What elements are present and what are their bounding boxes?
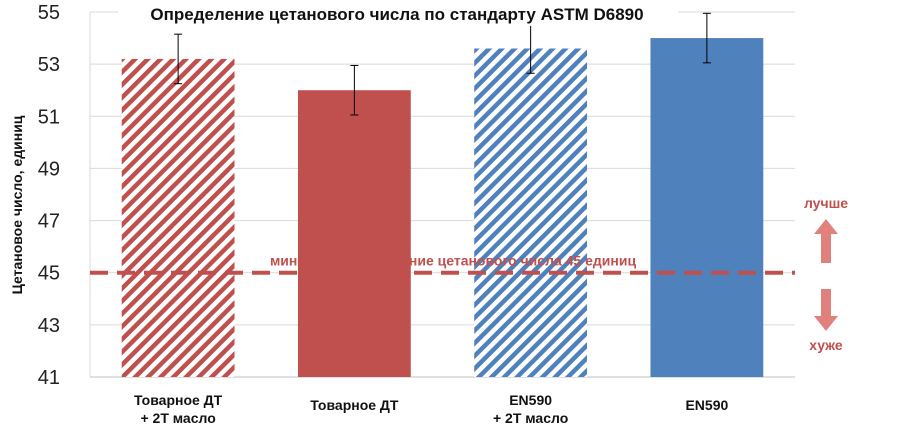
y-tick-label: 53 bbox=[38, 54, 60, 76]
reference-line-group: минимальное значение цетанового числа 45… bbox=[90, 253, 795, 275]
y-tick-label: 45 bbox=[38, 263, 60, 285]
y-tick-label: 55 bbox=[38, 2, 60, 24]
bar bbox=[650, 38, 764, 377]
y-tick-label: 51 bbox=[38, 106, 60, 128]
reference-line-label: минимальное значение цетанового числа 45… bbox=[270, 253, 636, 269]
bar bbox=[297, 90, 411, 377]
bar bbox=[474, 48, 588, 377]
arrow-up-icon bbox=[814, 219, 838, 263]
y-tick-label: 41 bbox=[38, 367, 60, 389]
bars bbox=[121, 38, 764, 378]
x-category-labels: Товарное ДТ + 2Т масло Товарное ДТ EN590 + 2… bbox=[134, 392, 728, 426]
x-category-label: Товарное ДТ bbox=[134, 392, 223, 408]
x-category-label: EN590 bbox=[509, 392, 552, 408]
worse-indicator: хуже bbox=[809, 289, 843, 353]
better-label: лучше bbox=[804, 195, 848, 211]
y-axis-label: Цетановое число, единиц bbox=[9, 115, 25, 294]
worse-label: хуже bbox=[809, 337, 843, 353]
arrow-down-icon bbox=[814, 289, 838, 331]
y-tick-label: 47 bbox=[38, 211, 60, 233]
x-category-label-line2: + 2Т масло bbox=[140, 410, 215, 426]
title-background bbox=[118, 2, 678, 26]
bar bbox=[121, 58, 235, 378]
y-tick-label: 49 bbox=[38, 158, 60, 180]
y-tick-labels: 41 43 45 47 49 51 53 55 bbox=[38, 2, 60, 389]
x-category-label: EN590 bbox=[685, 397, 728, 413]
better-indicator: лучше bbox=[804, 195, 848, 263]
chart-title: Определение цетанового числа по стандарт… bbox=[150, 5, 643, 24]
x-category-label-line2: + 2Т масло bbox=[493, 410, 568, 426]
y-tick-label: 43 bbox=[38, 315, 60, 337]
x-category-label: Товарное ДТ bbox=[310, 397, 399, 413]
